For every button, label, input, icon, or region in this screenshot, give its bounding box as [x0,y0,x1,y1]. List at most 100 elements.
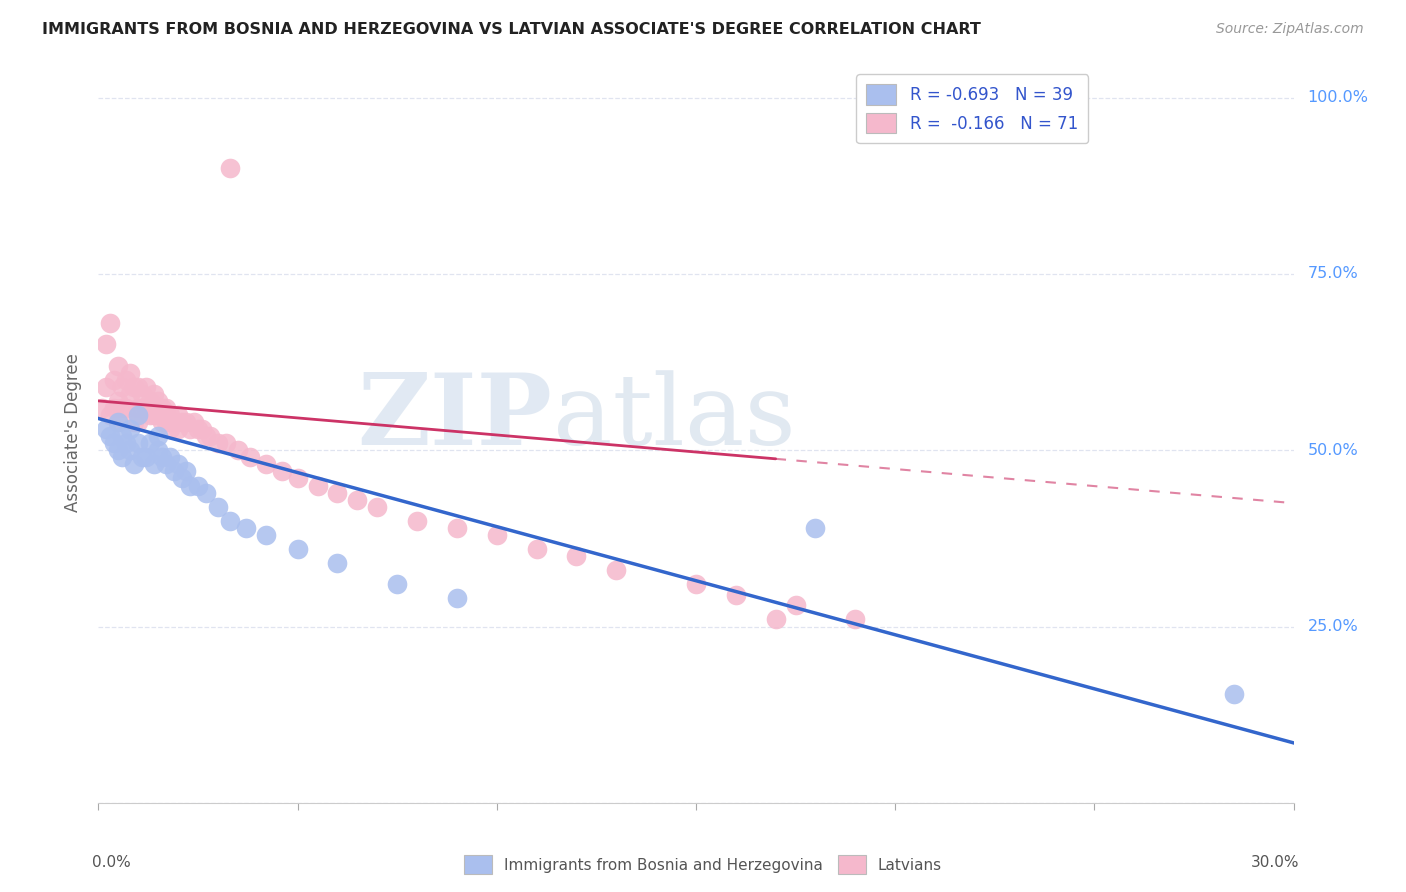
Point [139,436,162,450]
Point [446,591,468,606]
Point [111,380,134,394]
Point [148,393,170,408]
Point [226,443,249,458]
Text: 50.0%: 50.0% [1308,442,1358,458]
Point [187,422,209,436]
Point [326,556,349,570]
Point [124,380,146,394]
Point [191,422,214,436]
Point [765,612,787,626]
Point [91,401,114,415]
Point [198,429,221,443]
Point [135,450,157,465]
Point [107,393,129,408]
Point [207,500,229,514]
Point [326,485,349,500]
Point [1223,686,1246,700]
Point [148,429,170,443]
Text: atlas: atlas [553,370,796,466]
Point [96,337,118,351]
Text: 30.0%: 30.0% [1251,855,1299,870]
Point [254,528,277,542]
Point [120,443,142,458]
Point [183,415,205,429]
Point [139,393,162,408]
Point [96,422,118,436]
Point [103,373,125,387]
Point [215,436,238,450]
Text: 25.0%: 25.0% [1308,619,1358,634]
Point [174,415,197,429]
Point [207,436,229,450]
Text: Source: ZipAtlas.com: Source: ZipAtlas.com [1216,22,1364,37]
Point [115,373,138,387]
Point [159,450,181,465]
Point [159,422,181,436]
Point [179,478,201,492]
Point [195,429,218,443]
Point [127,380,149,394]
Point [287,471,309,485]
Point [135,380,157,394]
Point [111,429,134,443]
Point [120,387,142,401]
Point [150,415,173,429]
Point [107,359,129,373]
Point [107,443,129,458]
Point [406,514,429,528]
Legend: R = -0.693   N = 39, R =  -0.166   N = 71: R = -0.693 N = 39, R = -0.166 N = 71 [856,74,1088,144]
Point [526,541,548,556]
Point [143,458,166,472]
Text: IMMIGRANTS FROM BOSNIA AND HERZEGOVINA VS LATVIAN ASSOCIATE'S DEGREE CORRELATION: IMMIGRANTS FROM BOSNIA AND HERZEGOVINA V… [42,22,981,37]
Point [179,422,201,436]
Point [159,408,181,422]
Point [174,464,197,478]
Point [98,408,122,422]
Point [127,401,149,415]
Point [167,408,190,422]
Point [124,415,146,429]
Y-axis label: Associate's Degree: Associate's Degree [65,353,83,512]
Point [143,408,166,422]
Text: 75.0%: 75.0% [1308,267,1358,282]
Point [120,422,142,436]
Point [167,422,190,436]
Point [127,415,149,429]
Point [120,366,142,380]
Point [167,458,190,472]
Point [239,450,262,465]
Point [163,464,186,478]
Point [96,380,118,394]
Point [143,387,166,401]
Point [187,478,209,492]
Point [219,514,242,528]
Point [605,563,627,577]
Point [148,408,170,422]
Point [124,458,146,472]
Point [685,577,707,591]
Text: ZIP: ZIP [357,369,553,467]
Point [195,485,218,500]
Point [111,450,134,465]
Point [155,401,177,415]
Point [155,458,177,472]
Point [254,458,277,472]
Point [115,436,138,450]
Point [785,599,807,613]
Point [127,408,149,422]
Point [103,436,125,450]
Point [270,464,292,478]
Point [804,521,827,535]
Point [150,450,173,465]
Point [107,415,129,429]
Legend: Immigrants from Bosnia and Herzegovina, Latvians: Immigrants from Bosnia and Herzegovina, … [458,849,948,880]
Point [131,401,153,415]
Point [131,387,153,401]
Point [98,316,122,330]
Point [115,401,138,415]
Point [107,415,129,429]
Text: 0.0%: 0.0% [93,855,131,870]
Point [127,436,149,450]
Point [485,528,508,542]
Point [565,549,588,563]
